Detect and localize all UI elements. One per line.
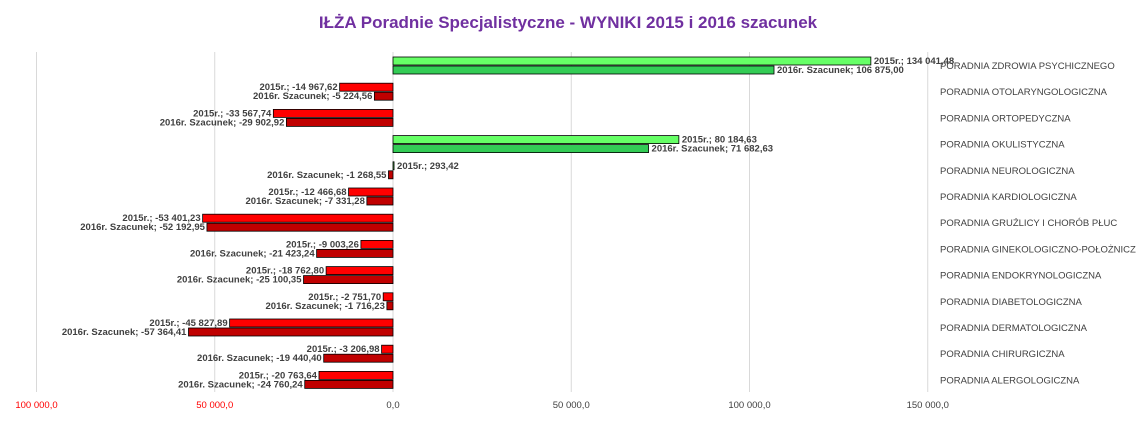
x-tick-label-4: 100 000,0 [728, 400, 770, 411]
bars [188, 56, 872, 389]
bar-2016-szacunek [188, 327, 394, 337]
data-label: 2015r.; -53 401,23 [122, 213, 200, 224]
bar-2015 [392, 135, 680, 145]
bar-2015 [202, 213, 394, 223]
data-label: 2015r.; -33 567,74 [193, 108, 272, 119]
bar-2016-szacunek [388, 170, 394, 180]
data-label: 2016r. Szacunek; -57 364,41 [62, 327, 187, 338]
data-label: 2015r.; -20 763,64 [239, 370, 318, 381]
data-label: 2016r. Szacunek; -25 100,35 [177, 275, 302, 286]
category-label: PORADNIA DERMATOLOGICZNA [940, 323, 1088, 334]
bar-2016-szacunek [366, 196, 394, 206]
bar-2015 [229, 318, 394, 328]
bar-2016-szacunek [373, 91, 394, 101]
data-label: 2015r.; -14 967,62 [259, 82, 337, 93]
bar-2015 [318, 370, 394, 380]
bar-2016-szacunek [323, 353, 394, 363]
bar-2016-szacunek [304, 379, 394, 389]
bar-2015 [381, 344, 394, 354]
data-label: 2016r. Szacunek; 106 875,00 [777, 65, 904, 76]
bar-2016-szacunek [392, 144, 649, 154]
bar-2015 [392, 56, 872, 66]
category-label: PORADNIA GINEKOLOGICZNO-POŁOŻNICZA [940, 244, 1136, 255]
data-label: 2016r. Szacunek; -29 902,92 [160, 117, 285, 128]
category-labels: PORADNIA ZDROWIA PSYCHICZNEGO PORADNIA OT… [940, 61, 1136, 386]
data-label: 2016r. Szacunek; -7 331,28 [246, 196, 365, 207]
x-tick-label-2: 0,0 [386, 400, 399, 411]
x-tick-label-3: 50 000,0 [553, 400, 590, 411]
x-tick-label-0: 100 000,0 [15, 400, 57, 411]
data-label: 2015r.; -18 762,80 [246, 266, 324, 277]
bar-2016-szacunek [285, 118, 394, 127]
data-label: 2016r. Szacunek; -19 440,40 [197, 353, 322, 364]
bar-2015 [325, 266, 394, 276]
bar-2016-szacunek [206, 222, 394, 232]
bar-2016-szacunek [392, 65, 775, 75]
bar-2015 [272, 109, 394, 118]
bar-2015 [348, 187, 394, 197]
bar-2015 [382, 292, 394, 302]
data-label: 2016r. Szacunek; -24 760,24 [178, 379, 303, 390]
data-label: 2015r.; -45 827,89 [149, 318, 227, 329]
category-label: PORADNIA NEUROLOGICZNA [940, 166, 1075, 177]
x-tick-label-1: 50 000,0 [196, 400, 233, 411]
category-label: PORADNIA GRUŹLICY I CHORÓB PŁUC [940, 218, 1117, 229]
bar-2015 [392, 161, 395, 171]
data-label: 2015r.; -2 751,70 [308, 292, 381, 303]
category-label: PORADNIA ENDOKRYNOLOGICZNA [940, 271, 1102, 282]
data-label: 2016r. Szacunek; -5 224,56 [253, 91, 372, 102]
data-label: 2015r.; -12 466,68 [268, 187, 346, 198]
bar-2015 [339, 82, 394, 92]
data-label: 2015r.; 80 184,63 [682, 135, 757, 146]
data-label: 2015r.; -3 206,98 [307, 344, 380, 355]
category-label: PORADNIA ORTOPEDYCZNA [940, 113, 1071, 124]
category-label: PORADNIA ALERGOLOGICZNA [940, 375, 1080, 386]
data-label: 2016r. Szacunek; -21 423,24 [190, 248, 315, 259]
data-label: 2016r. Szacunek; -52 192,95 [80, 222, 205, 233]
data-label: 2015r.; 293,42 [397, 161, 459, 172]
data-label: 2016r. Szacunek; -1 268,55 [267, 170, 387, 181]
category-label: PORADNIA OKULISTYCZNA [940, 140, 1065, 151]
data-label: 2015r.; 134 041,48 [874, 56, 954, 67]
category-label: PORADNIA KARDIOLOGICZNA [940, 192, 1077, 203]
data-label: 2016r. Szacunek; 71 682,63 [652, 144, 773, 155]
bar-2016-szacunek [316, 248, 394, 258]
category-label: PORADNIA CHIRURGICZNA [940, 349, 1065, 360]
data-label: 2016r. Szacunek; -1 716,23 [266, 301, 385, 312]
x-tick-label-5: 150 000,0 [907, 400, 949, 411]
bar-2016-szacunek [386, 301, 394, 311]
x-axis-ticks: 100 000,0 50 000,0 0,0 50 000,0 100 000,0 150… [15, 400, 949, 411]
bar-2015 [360, 239, 394, 249]
category-label: PORADNIA OTOLARYNGOLOGICZNA [940, 87, 1108, 98]
category-label: PORADNIA DIABETOLOGICZNA [940, 297, 1082, 308]
chart-title: IŁŻA Poradnie Specjalistyczne - WYNIKI 2… [319, 13, 818, 32]
bar-2016-szacunek [303, 275, 394, 285]
category-label: PORADNIA ZDROWIA PSYCHICZNEGO [940, 61, 1115, 72]
data-label: 2015r.; -9 003,26 [286, 239, 359, 250]
